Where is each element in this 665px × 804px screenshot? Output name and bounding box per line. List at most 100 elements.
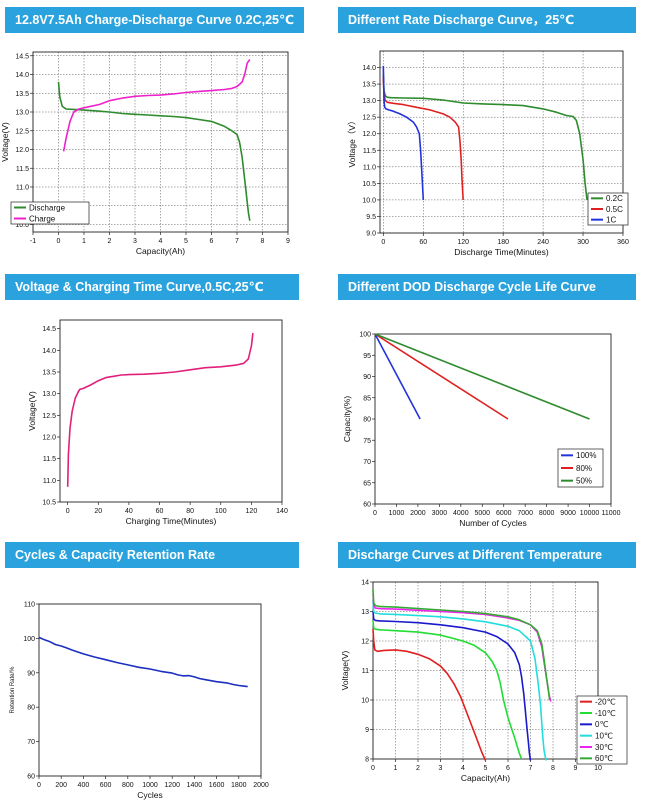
x-tick-label: 3000 bbox=[432, 510, 448, 517]
rate-discharge-chart: 0 60 120 180 240 300 360 9.0 9.5 10.0 10.5 11.0 11.5… bbox=[347, 50, 629, 257]
chart-title-banner: Different Rate Discharge Curve，25℃ bbox=[338, 7, 636, 33]
legend-label: -20℃ bbox=[595, 697, 616, 706]
x-tick-label: 4 bbox=[461, 765, 465, 772]
x-tick-label: 600 bbox=[100, 782, 112, 789]
x-tick-label: 8000 bbox=[539, 510, 555, 517]
x-tick-label: 0 bbox=[57, 238, 61, 245]
y-axis-label: Retention Rate/% bbox=[10, 666, 16, 714]
legend-label: 1C bbox=[606, 215, 616, 224]
x-tick-label: 80 bbox=[186, 508, 194, 515]
x-tick-label: 6000 bbox=[496, 510, 512, 517]
series-line bbox=[382, 65, 425, 200]
x-tick-label: 9000 bbox=[560, 510, 576, 517]
series-line bbox=[372, 611, 532, 761]
x-tick-label: 9 bbox=[574, 765, 578, 772]
x-tick-label: 140 bbox=[276, 508, 288, 515]
y-tick-label: 10.0 bbox=[362, 197, 376, 204]
charging-time-chart: 0 20 40 60 80 100 120 140 10.5 11.0 11.5 12.0 12.5 13… bbox=[27, 319, 288, 526]
y-tick-label: 9.0 bbox=[366, 231, 376, 238]
legend-label: 0.2C bbox=[606, 194, 623, 203]
y-tick-label: 70 bbox=[27, 739, 35, 746]
x-tick-label: 2000 bbox=[253, 782, 269, 789]
y-tick-label: 60 bbox=[363, 502, 371, 509]
x-tick-label: 40 bbox=[125, 508, 133, 515]
x-tick-label: 10 bbox=[594, 765, 602, 772]
series-line bbox=[38, 636, 248, 688]
x-tick-label: 1800 bbox=[231, 782, 247, 789]
x-tick-label: 60 bbox=[419, 239, 427, 246]
legend-label: 30℃ bbox=[595, 743, 613, 752]
y-tick-label: 90 bbox=[27, 670, 35, 677]
x-tick-label: 0 bbox=[373, 510, 377, 517]
y-tick-label: 60 bbox=[27, 774, 35, 781]
y-tick-label: 11 bbox=[362, 668, 369, 675]
y-tick-label: 11.0 bbox=[43, 478, 56, 485]
x-tick-label: 2 bbox=[108, 238, 112, 245]
y-tick-label: 11.5 bbox=[43, 456, 56, 463]
x-tick-label: 1000 bbox=[389, 510, 405, 517]
y-axis-label: Voltage(V) bbox=[0, 122, 10, 162]
series-line bbox=[372, 620, 523, 760]
x-tick-label: 400 bbox=[78, 782, 90, 789]
series-line bbox=[372, 589, 551, 701]
x-tick-label: 0 bbox=[66, 508, 70, 515]
x-tick-label: 120 bbox=[457, 239, 469, 246]
y-tick-label: 95 bbox=[363, 353, 371, 360]
x-tick-label: 1 bbox=[82, 238, 86, 245]
y-tick-label: 10.5 bbox=[42, 500, 56, 507]
legend-label: 0℃ bbox=[595, 720, 608, 729]
x-tick-label: 1400 bbox=[187, 782, 203, 789]
series-line bbox=[66, 332, 254, 487]
y-tick-label: 110 bbox=[24, 602, 35, 609]
chart-title-banner: 12.8V7.5Ah Charge-Discharge Curve 0.2C,2… bbox=[5, 7, 304, 33]
series-line bbox=[374, 333, 590, 420]
y-tick-label: 9.5 bbox=[366, 214, 376, 221]
y-tick-label: 12.0 bbox=[15, 147, 29, 154]
series-line bbox=[57, 81, 251, 221]
y-tick-label: 80 bbox=[363, 417, 371, 424]
y-axis-label: Capacity(%) bbox=[342, 396, 352, 442]
series-line bbox=[374, 333, 509, 420]
y-tick-label: 13.0 bbox=[42, 391, 56, 398]
y-tick-label: 12.5 bbox=[42, 413, 56, 420]
legend-box bbox=[10, 201, 90, 225]
x-tick-label: 4000 bbox=[453, 510, 469, 517]
series-line bbox=[382, 77, 464, 200]
x-tick-label: 7 bbox=[235, 238, 239, 245]
y-tick-label: 80 bbox=[27, 705, 35, 712]
dod-cycle-life-chart: 0 1000 2000 3000 4000 5000 6000 7000 8000 9000 100… bbox=[342, 332, 621, 529]
y-tick-label: 12.0 bbox=[362, 131, 376, 138]
y-tick-label: 9 bbox=[365, 727, 369, 734]
x-tick-label: 3 bbox=[133, 238, 137, 245]
x-tick-label: -1 bbox=[30, 238, 36, 245]
y-tick-label: 65 bbox=[363, 480, 371, 487]
x-tick-label: 20 bbox=[94, 508, 102, 515]
y-tick-label: 100 bbox=[359, 332, 371, 339]
series-line bbox=[372, 629, 487, 761]
legend-label: Charge bbox=[29, 214, 56, 223]
y-tick-label: 90 bbox=[363, 374, 371, 381]
legend-label: 100% bbox=[576, 451, 596, 460]
x-tick-label: 8 bbox=[261, 238, 265, 245]
x-tick-label: 9 bbox=[286, 238, 290, 245]
y-tick-label: 13.5 bbox=[362, 82, 376, 89]
x-tick-label: 120 bbox=[246, 508, 258, 515]
series-line bbox=[62, 59, 251, 152]
x-tick-label: 0 bbox=[37, 782, 41, 789]
y-tick-label: 100 bbox=[23, 636, 35, 643]
x-tick-label: 6 bbox=[506, 765, 510, 772]
y-tick-label: 13 bbox=[361, 609, 369, 616]
legend-label: 80% bbox=[576, 464, 592, 473]
y-tick-label: 10 bbox=[361, 698, 369, 705]
series-line bbox=[372, 593, 552, 702]
x-tick-label: 1200 bbox=[164, 782, 180, 789]
x-tick-label: 0 bbox=[381, 239, 385, 246]
legend-label: 50% bbox=[576, 476, 592, 485]
y-tick-label: 14.0 bbox=[42, 348, 56, 355]
y-tick-label: 14 bbox=[361, 580, 369, 587]
x-axis-label: Capacity(Ah) bbox=[136, 246, 185, 256]
series-line bbox=[372, 599, 548, 761]
x-tick-label: 0 bbox=[371, 765, 375, 772]
y-tick-label: 13.5 bbox=[42, 370, 56, 377]
x-tick-label: 5000 bbox=[474, 510, 490, 517]
